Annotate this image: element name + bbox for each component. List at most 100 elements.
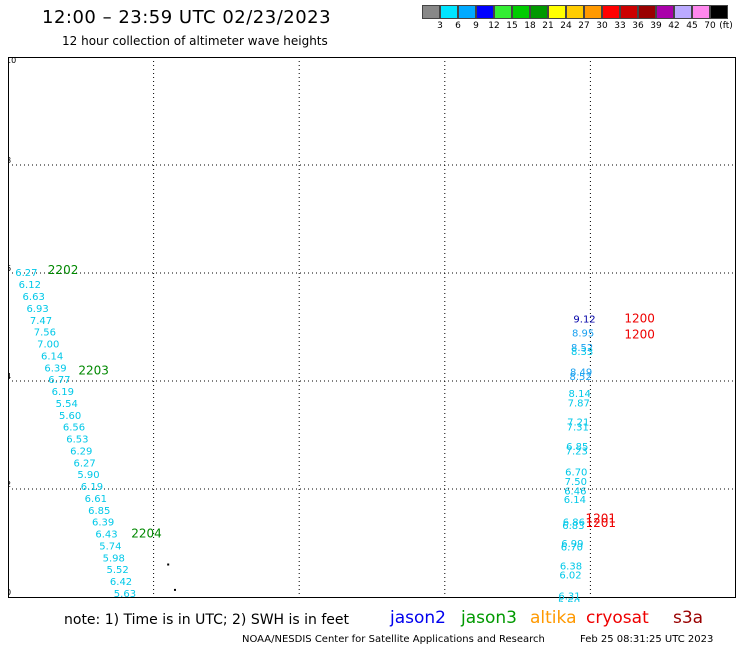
legend-swatch bbox=[548, 5, 566, 19]
legend-swatch bbox=[440, 5, 458, 19]
legend-label: 45 bbox=[686, 21, 698, 31]
swh-value-label: 6.61 bbox=[85, 494, 107, 505]
swh-value-label: 6.14 bbox=[41, 351, 63, 362]
legend-swatch bbox=[512, 5, 530, 19]
swh-value-label: 6.29 bbox=[70, 446, 92, 457]
swh-value-label: 6.83 bbox=[562, 521, 584, 532]
swh-value-label: 5.60 bbox=[59, 411, 81, 422]
legend-swatch bbox=[476, 5, 494, 19]
page-title: 12:00 – 23:59 UTC 02/23/2023 bbox=[42, 7, 332, 28]
time-label: 2203 bbox=[78, 364, 109, 378]
swh-value-label: 6.56 bbox=[63, 423, 85, 434]
swh-value-label: 6.27 bbox=[74, 458, 96, 469]
y-tick-label: 4 bbox=[8, 372, 11, 381]
swh-value-label: 6.19 bbox=[52, 387, 74, 398]
swh-value-label: 8.49 bbox=[570, 368, 592, 379]
data-dot bbox=[173, 588, 176, 591]
legend-label: 24 bbox=[560, 21, 572, 31]
swh-value-label: 7.50 bbox=[565, 477, 587, 488]
y-tick-label: 0 bbox=[8, 588, 11, 597]
legend-label: 9 bbox=[473, 21, 479, 31]
generated-timestamp: Feb 25 08:31:25 UTC 2023 bbox=[580, 634, 714, 645]
legend-label: 39 bbox=[650, 21, 662, 31]
swh-value-label: 6.27 bbox=[15, 268, 37, 279]
swh-value-label: 5.54 bbox=[56, 399, 78, 410]
swh-value-label: 6.43 bbox=[95, 530, 117, 541]
swh-value-label: 7.47 bbox=[30, 316, 52, 327]
legend-swatch bbox=[674, 5, 692, 19]
mission-s3a: s3a bbox=[673, 608, 704, 628]
legend-label: 6 bbox=[455, 21, 461, 31]
swh-value-label: 6.77 bbox=[48, 375, 70, 386]
swh-value-label: 8.52 bbox=[571, 343, 593, 354]
legend-swatch bbox=[530, 5, 548, 19]
swh-value-label: 7.00 bbox=[37, 340, 59, 351]
legend-label: 12 bbox=[488, 21, 500, 31]
time-label: 2204 bbox=[131, 527, 162, 541]
swh-value-label: 6.85 bbox=[88, 506, 110, 517]
time-label: 2202 bbox=[48, 263, 79, 277]
legend-swatch bbox=[620, 5, 638, 19]
swh-value-label: 5.90 bbox=[77, 470, 99, 481]
legend-swatch bbox=[602, 5, 620, 19]
legend-swatch bbox=[494, 5, 512, 19]
swh-value-label: 5.74 bbox=[99, 541, 121, 552]
y-tick-label: 8 bbox=[8, 156, 11, 165]
legend-label: 42 bbox=[668, 21, 680, 31]
swh-value-label: 6.02 bbox=[559, 571, 581, 582]
legend-swatch bbox=[458, 5, 476, 19]
legend-label: 21 bbox=[542, 21, 554, 31]
swh-value-label: 6.85 bbox=[566, 442, 588, 453]
swh-value-label: 6.42 bbox=[110, 577, 132, 588]
legend-label: 70 bbox=[704, 21, 716, 31]
wave-height-chart: -180-177-174-171-168-1602468106.276.126.… bbox=[8, 57, 736, 602]
swh-value-label: 6.53 bbox=[66, 435, 88, 446]
mission-cryosat: cryosat bbox=[586, 608, 649, 628]
swh-value-label: 6.99 bbox=[561, 539, 583, 550]
legend-label: 27 bbox=[578, 21, 590, 31]
swh-value-label: 8.33 bbox=[571, 347, 593, 358]
swh-value-label: 6.39 bbox=[92, 518, 114, 529]
swh-value-label: 7.31 bbox=[567, 423, 589, 434]
y-tick-label: 2 bbox=[8, 480, 11, 489]
mission-jason2: jason2 bbox=[390, 608, 446, 628]
legend-swatch bbox=[692, 5, 710, 19]
legend-unit: (ft) bbox=[719, 21, 733, 31]
legend-label: 3 bbox=[437, 21, 443, 31]
data-dot bbox=[167, 563, 170, 566]
time-label: 1201 bbox=[586, 516, 617, 530]
swh-value-label: 6.86 bbox=[563, 518, 585, 529]
swh-value-label: 5.60 bbox=[558, 598, 580, 602]
mission-altika: altika bbox=[530, 608, 577, 628]
y-tick-label: 6 bbox=[8, 264, 11, 273]
legend-label: 15 bbox=[506, 21, 518, 31]
swh-value-label: 6.14 bbox=[117, 601, 139, 602]
legend-swatch bbox=[656, 5, 674, 19]
swh-value-label: 6.38 bbox=[560, 561, 582, 572]
swh-value-label: 7.56 bbox=[34, 328, 56, 339]
time-label: 1200 bbox=[624, 327, 655, 341]
credit-text: NOAA/NESDIS Center for Satellite Applica… bbox=[242, 634, 545, 645]
legend-label: 36 bbox=[632, 21, 644, 31]
page-subtitle: 12 hour collection of altimeter wave hei… bbox=[62, 34, 328, 48]
time-label: 1201 bbox=[586, 511, 617, 525]
swh-value-label: 7.23 bbox=[566, 446, 588, 457]
swh-value-label: 6.70 bbox=[565, 468, 587, 479]
swh-value-label: 6.14 bbox=[564, 495, 586, 506]
legend-swatch bbox=[638, 5, 656, 19]
legend-swatch bbox=[566, 5, 584, 19]
swh-value-label: 6.39 bbox=[44, 363, 66, 374]
swh-value-label: 9.12 bbox=[573, 315, 595, 326]
swh-value-label: 5.52 bbox=[107, 565, 129, 576]
swh-value-label: 6.46 bbox=[564, 486, 586, 497]
legend-swatch bbox=[710, 5, 728, 19]
y-tick-label: 10 bbox=[8, 57, 16, 65]
legend-label: 33 bbox=[614, 21, 626, 31]
plot-border bbox=[8, 57, 736, 598]
swh-value-label: 7.87 bbox=[568, 398, 590, 409]
swh-value-label: 6.70 bbox=[561, 543, 583, 554]
mission-jason3: jason3 bbox=[461, 608, 517, 628]
swh-value-label: 6.19 bbox=[81, 482, 103, 493]
swh-value-label: 5.63 bbox=[114, 589, 136, 600]
swh-value-label: 5.98 bbox=[103, 553, 125, 564]
